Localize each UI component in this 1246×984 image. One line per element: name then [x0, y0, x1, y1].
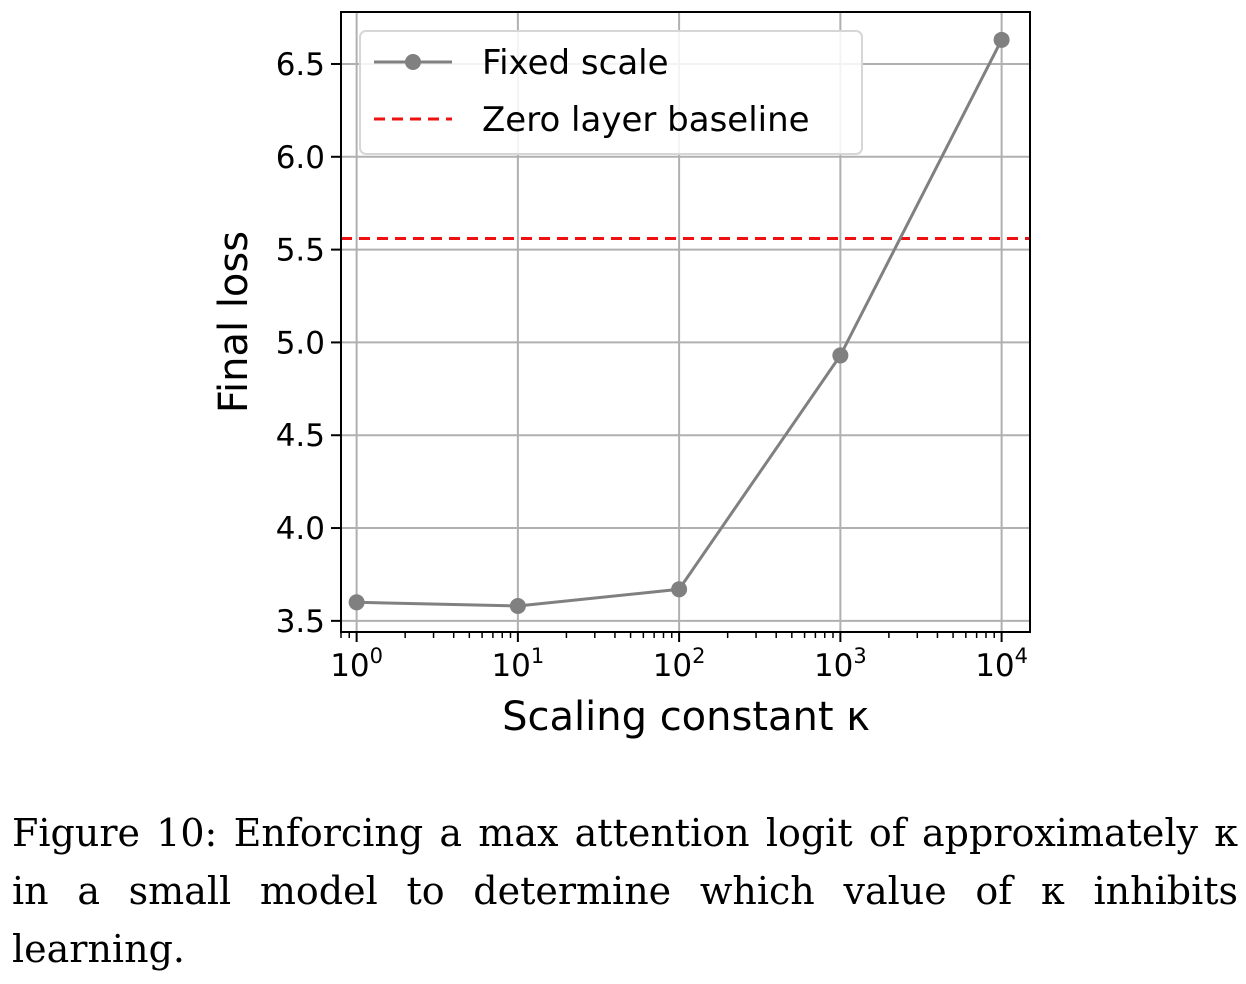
chart: 3.5 4.0 4.5 5.0 5.5 6.0 6.5 100 101 102 103 104 Sca…: [211, 11, 1031, 740]
y-tick-label: 4.5: [276, 418, 325, 454]
data-point: [671, 581, 688, 598]
data-point: [993, 31, 1010, 48]
y-tick-label: 6.5: [276, 47, 325, 83]
y-tick-label: 5.5: [276, 233, 325, 269]
x-tick-label: 103: [814, 644, 867, 684]
legend-fixed-scale-marker: [405, 54, 421, 70]
data-point: [832, 347, 849, 364]
legend-box: [359, 30, 863, 155]
x-tick-label: 102: [653, 644, 706, 684]
ticks: [331, 62, 1003, 642]
y-tick-label: 4.0: [276, 511, 325, 547]
y-tick-label: 3.5: [276, 604, 325, 640]
data-point: [348, 594, 365, 611]
y-tick-label: 5.0: [276, 325, 325, 361]
plot-frame: [340, 11, 1031, 633]
tick-labels: 3.5 4.0 4.5 5.0 5.5 6.0 6.5 100 101 102 103 104: [276, 47, 1028, 684]
x-axis-label: Scaling constant κ: [502, 694, 870, 740]
series-layer: [348, 31, 1010, 615]
y-axis-label: Final loss: [211, 231, 257, 413]
x-tick-label: 104: [975, 644, 1028, 684]
legend-baseline-label: Zero layer baseline: [482, 100, 810, 140]
y-tick-label: 6.0: [276, 140, 325, 176]
legend-fixed-scale-label: Fixed scale: [482, 43, 669, 83]
figure-caption: Figure 10: Enforcing a max attention log…: [12, 811, 1238, 971]
x-tick-label: 101: [491, 644, 544, 684]
legend: Fixed scale Zero layer baseline: [359, 30, 863, 155]
data-point: [509, 598, 526, 615]
x-tick-label: 100: [330, 644, 383, 684]
